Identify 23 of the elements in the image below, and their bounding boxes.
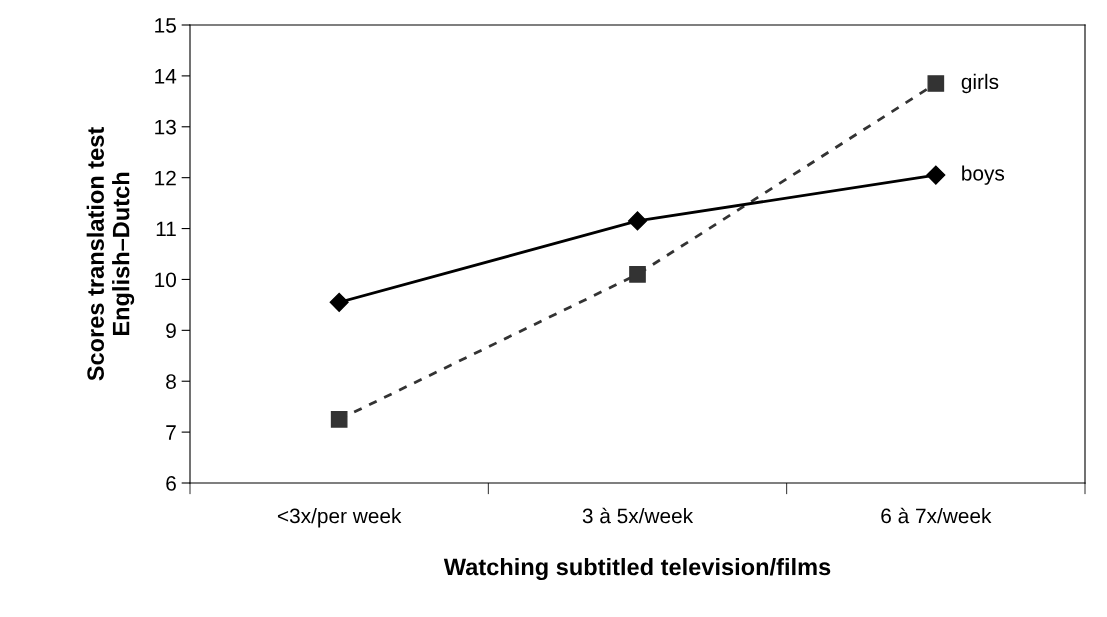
y-tick-label: 8 (166, 374, 176, 389)
point (627, 211, 648, 231)
y-axis-title: Scores translation test English–Dutch (86, 127, 135, 381)
y-tick-label: 12 (155, 170, 176, 186)
y-tick-label: 7 (166, 425, 176, 440)
point (927, 75, 945, 92)
point (926, 165, 946, 185)
x-tick-label: <3x/per week (277, 508, 402, 528)
point (330, 411, 348, 428)
x-tick-label: 3 à 5x/week (582, 507, 694, 524)
x-axis-title: Watching subtitled television/films (443, 557, 831, 581)
x-tick-label: 6 à 7x/week (881, 507, 992, 524)
y-tick-label: 15 (155, 18, 176, 33)
series-label: girls (961, 73, 999, 94)
y-tick-label: 10 (155, 272, 176, 288)
y-tick-label: 11 (156, 221, 176, 237)
point (329, 292, 349, 312)
y-tick-label: 14 (155, 69, 177, 84)
y-tick-label: 6 (166, 476, 176, 491)
series-label: boys (962, 165, 1005, 185)
point (629, 266, 646, 283)
y-tick-label: 13 (155, 119, 176, 135)
y-tick-label: 9 (166, 323, 176, 339)
